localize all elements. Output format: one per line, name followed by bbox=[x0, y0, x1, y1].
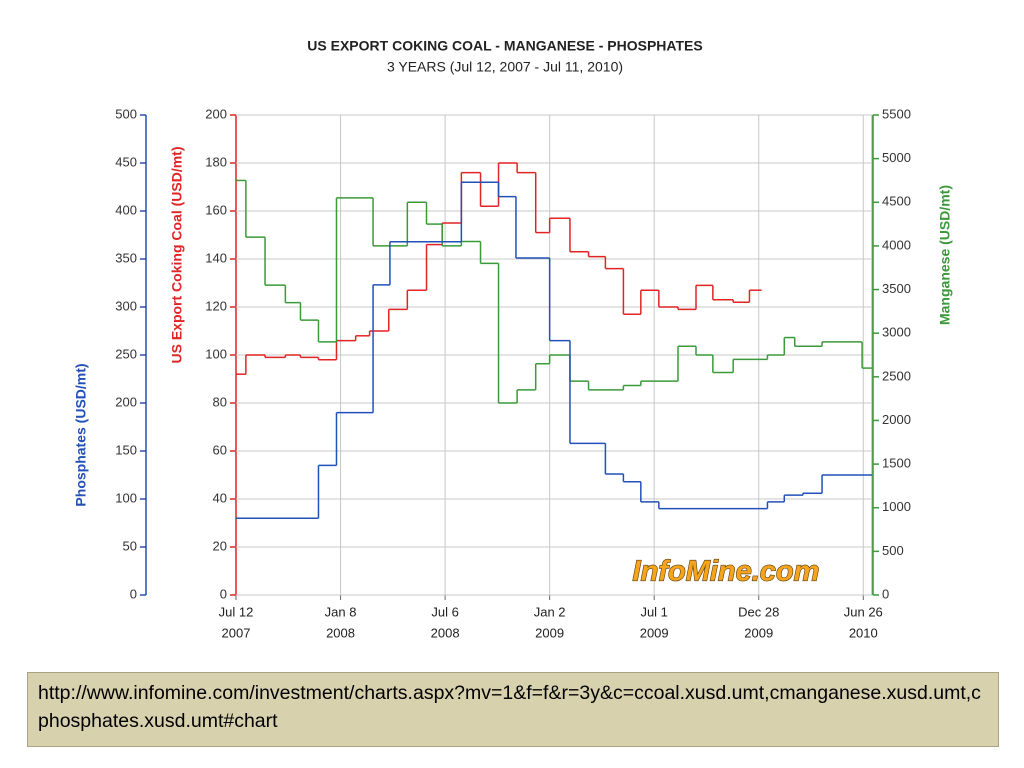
y-tick-label: 4000 bbox=[882, 237, 911, 252]
y-tick-label: 1000 bbox=[882, 499, 911, 514]
y-tick-label: 300 bbox=[115, 298, 137, 313]
y-tick-label: 200 bbox=[115, 394, 137, 409]
x-tick-label: Jun 26 bbox=[844, 604, 883, 619]
y-tick-label: 3500 bbox=[882, 281, 911, 296]
x-tick-label: Jul 12 bbox=[219, 604, 254, 619]
y-tick-label: 0 bbox=[882, 586, 889, 601]
series bbox=[236, 181, 872, 519]
x-tick-label: Jan 2 bbox=[534, 604, 566, 619]
y-axis-title: Phosphates (USD/mt) bbox=[73, 363, 89, 506]
series bbox=[236, 162, 762, 375]
x-tick-label: 2007 bbox=[222, 625, 251, 640]
watermark: InfoMine.com bbox=[633, 556, 820, 588]
y-tick-label: 2500 bbox=[882, 368, 911, 383]
x-tick-label: 2009 bbox=[744, 625, 773, 640]
x-tick-label: Jul 1 bbox=[640, 604, 667, 619]
chart-title: US EXPORT COKING COAL - MANGANESE - PHOS… bbox=[307, 38, 702, 54]
series bbox=[236, 179, 872, 404]
y-axis-title: Manganese (USD/mt) bbox=[937, 185, 953, 325]
y-tick-label: 0 bbox=[220, 586, 227, 601]
x-tick-label: 2009 bbox=[640, 625, 669, 640]
y-tick-label: 60 bbox=[213, 442, 227, 457]
y-tick-label: 120 bbox=[205, 298, 227, 313]
x-tick-label: Dec 28 bbox=[738, 604, 779, 619]
x-tick-label: 2010 bbox=[849, 625, 878, 640]
y-tick-label: 0 bbox=[130, 586, 137, 601]
x-tick-label: 2008 bbox=[326, 625, 355, 640]
y-axis-title: US Export Coking Coal (USD/mt) bbox=[169, 146, 185, 363]
y-tick-label: 450 bbox=[115, 154, 137, 169]
y-tick-label: 20 bbox=[213, 538, 227, 553]
y-tick-label: 250 bbox=[115, 346, 137, 361]
x-tick-label: Jul 6 bbox=[431, 604, 458, 619]
y-tick-label: 140 bbox=[205, 250, 227, 265]
source-url: http://www.infomine.com/investment/chart… bbox=[27, 672, 999, 747]
y-tick-label: 500 bbox=[882, 543, 904, 558]
y-tick-label: 160 bbox=[205, 202, 227, 217]
y-tick-label: 1500 bbox=[882, 456, 911, 471]
y-tick-label: 80 bbox=[213, 394, 227, 409]
y-tick-label: 100 bbox=[205, 346, 227, 361]
y-tick-label: 3000 bbox=[882, 325, 911, 340]
x-tick-label: 2009 bbox=[535, 625, 564, 640]
y-tick-label: 180 bbox=[205, 154, 227, 169]
y-tick-label: 4500 bbox=[882, 194, 911, 209]
chart: US EXPORT COKING COAL - MANGANESE - PHOS… bbox=[73, 38, 953, 641]
y-tick-label: 5500 bbox=[882, 106, 911, 121]
y-tick-label: 50 bbox=[123, 538, 137, 553]
y-tick-label: 40 bbox=[213, 490, 227, 505]
y-tick-label: 150 bbox=[115, 442, 137, 457]
y-tick-label: 350 bbox=[115, 250, 137, 265]
y-tick-label: 500 bbox=[115, 106, 137, 121]
y-tick-label: 200 bbox=[205, 106, 227, 121]
x-tick-label: Jan 8 bbox=[325, 604, 357, 619]
y-tick-label: 2000 bbox=[882, 412, 911, 427]
y-tick-label: 5000 bbox=[882, 150, 911, 165]
y-tick-label: 400 bbox=[115, 202, 137, 217]
x-tick-label: 2008 bbox=[431, 625, 460, 640]
y-tick-label: 100 bbox=[115, 490, 137, 505]
chart-subtitle: 3 YEARS (Jul 12, 2007 - Jul 11, 2010) bbox=[387, 59, 623, 75]
